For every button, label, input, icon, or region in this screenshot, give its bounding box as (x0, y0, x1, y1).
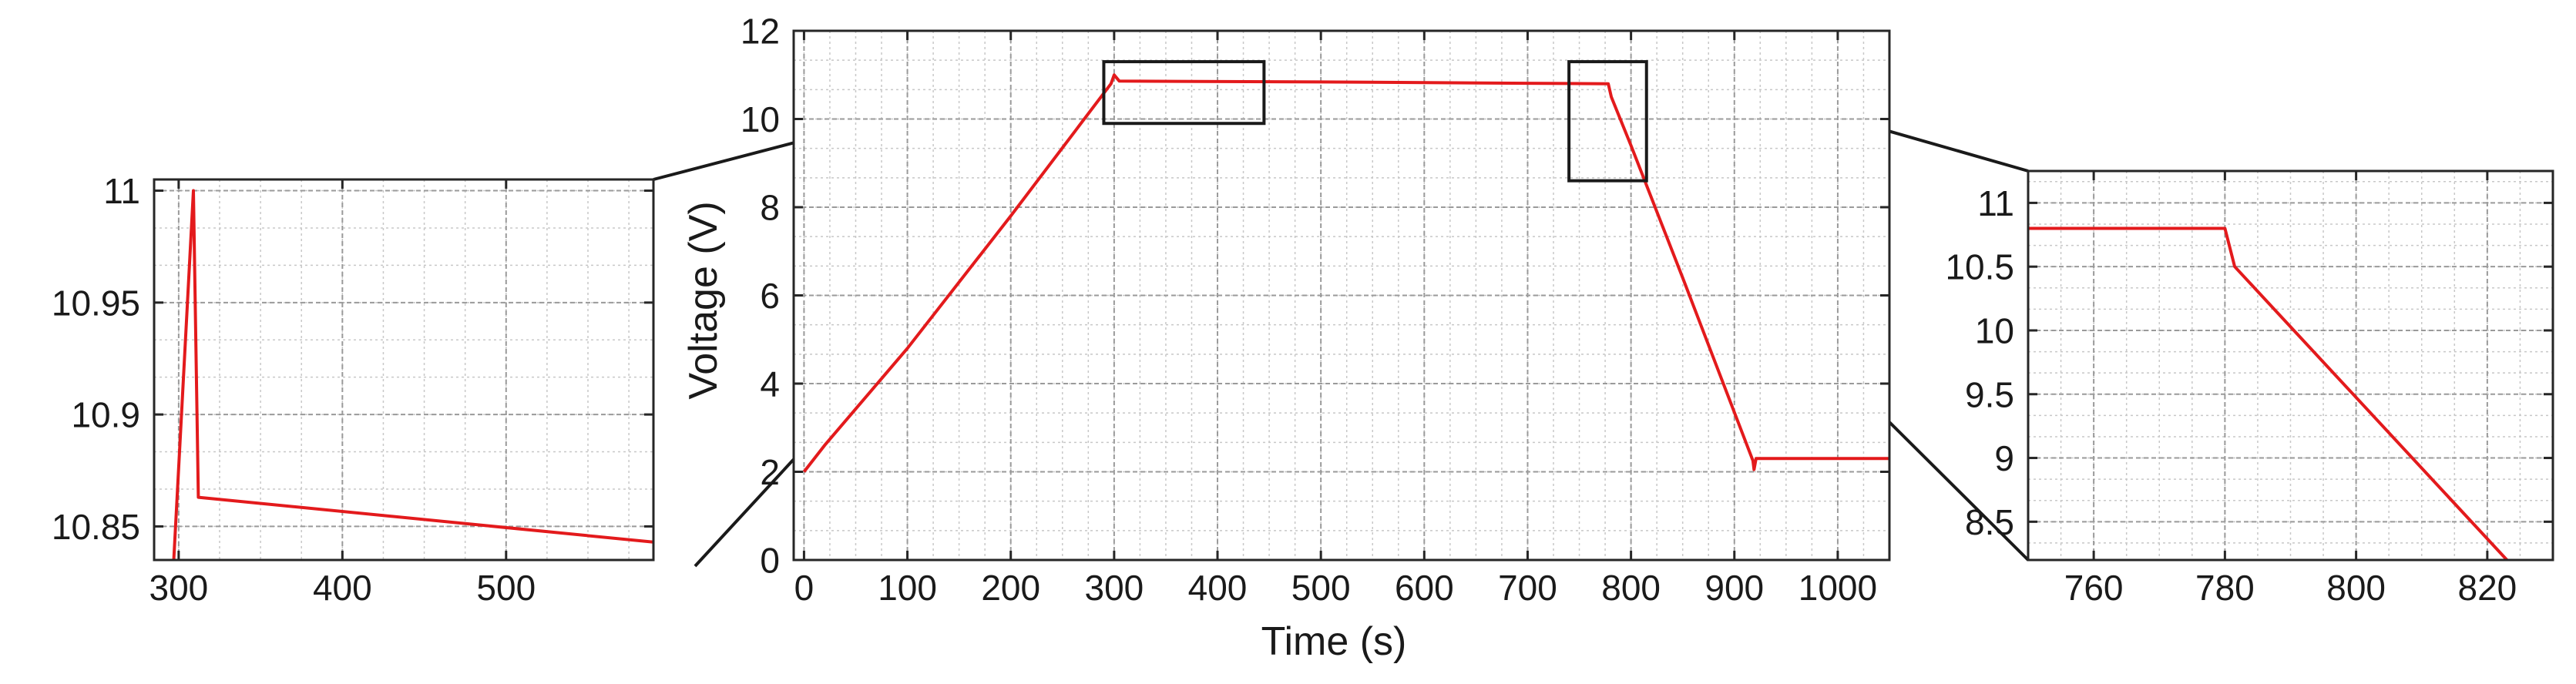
main-y-tick-label: 4 (760, 364, 780, 404)
left-y-tick-label: 10.95 (52, 283, 140, 323)
left-y-tick-label: 10.9 (71, 395, 140, 435)
main-x-tick-label: 200 (981, 568, 1040, 608)
main-x-tick-label: 400 (1188, 568, 1248, 608)
right-y-tick-label: 8.5 (1965, 502, 2014, 542)
zoom-box-right (1567, 60, 1648, 183)
zoom-left-panel: 300 400 500 10.85 10.9 10.95 11 (52, 171, 655, 608)
right-axes-box (2027, 169, 2554, 562)
right-x-tick-label: 780 (2195, 568, 2255, 608)
main-x-tick-label: 100 (878, 568, 937, 608)
main-y-tick-label: 0 (760, 541, 780, 581)
right-y-tick-label: 9.5 (1965, 374, 2014, 414)
main-y-tick-label: 10 (741, 99, 780, 139)
main-x-tick-label: 0 (794, 568, 814, 608)
main-x-tick-label: 300 (1084, 568, 1144, 608)
left-series-line-0 (172, 189, 653, 560)
right-y-tick-label: 11 (1977, 183, 2014, 223)
main-x-tick-label: 800 (1601, 568, 1661, 608)
main-y-tick-label: 12 (741, 12, 780, 52)
main-x-tick-label: 500 (1291, 568, 1351, 608)
right-y-tick-label: 10 (1975, 311, 2014, 351)
zoom-box-left (1102, 60, 1266, 126)
right-x-tick-label: 760 (2064, 568, 2124, 608)
left-axes-box (153, 178, 655, 562)
left-x-tick-label: 400 (313, 568, 372, 608)
left-x-tick-label: 300 (149, 568, 208, 608)
main-y-tick-label: 2 (760, 452, 780, 492)
main-x-tick-label: 1000 (1798, 568, 1877, 608)
main-y-axis-label: Voltage (V) (681, 201, 726, 399)
zoom-right-panel: 760 780 800 820 8.5 9 9.5 10 10.5 11 (1945, 169, 2554, 608)
right-x-tick-label: 820 (2458, 568, 2517, 608)
main-x-axis-label: Time (s) (1261, 619, 1407, 664)
right-y-tick-label: 10.5 (1945, 247, 2014, 287)
left-x-tick-label: 500 (476, 568, 536, 608)
main-x-tick-label: 600 (1395, 568, 1454, 608)
main-y-tick-label: 6 (760, 276, 780, 316)
main-x-tick-label: 700 (1498, 568, 1557, 608)
main-series-line-0 (802, 73, 1889, 473)
main-x-tick-label: 900 (1704, 568, 1764, 608)
main-voltage-panel: 0 100 200 300 400 500 600 700 800 900 1000 0 2 4 6 8 10 1… (741, 12, 1891, 608)
left-plot-area (154, 179, 653, 560)
right-grid (2028, 171, 2553, 560)
right-y-tick-label: 9 (1994, 438, 2014, 478)
main-grid (794, 31, 1889, 560)
left-y-tick-label: 10.85 (52, 507, 140, 547)
right-series-line-0 (2028, 226, 2508, 560)
right-x-tick-label: 800 (2326, 568, 2386, 608)
left-y-tick-label: 11 (103, 171, 140, 211)
main-y-tick-label: 8 (760, 188, 780, 228)
